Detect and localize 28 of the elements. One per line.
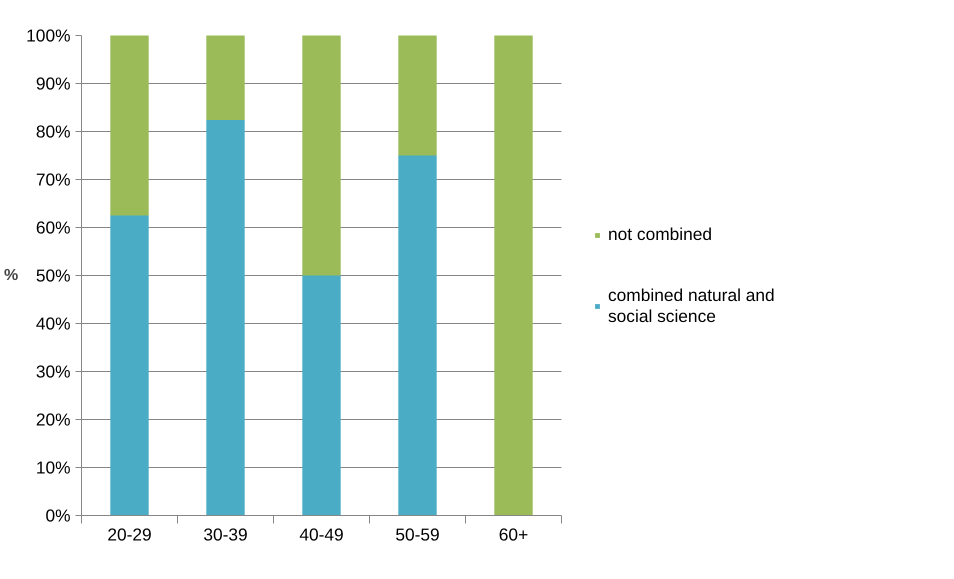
legend-label: not combined xyxy=(608,224,712,245)
bar xyxy=(302,36,341,276)
y-axis-title: % xyxy=(4,267,18,284)
y-tick-label: 30% xyxy=(36,362,71,382)
bar xyxy=(206,36,245,120)
y-tick-label: 0% xyxy=(45,506,70,526)
bar xyxy=(398,156,437,516)
y-tick-label: 100% xyxy=(26,26,71,46)
bar xyxy=(206,120,245,516)
bar xyxy=(494,36,533,516)
bar xyxy=(110,36,149,216)
y-tick-label: 40% xyxy=(36,314,71,334)
y-tick-label: 10% xyxy=(36,458,71,478)
y-tick-label: 80% xyxy=(36,122,71,142)
x-tick-label: 20-29 xyxy=(107,524,152,544)
y-tick-label: 70% xyxy=(36,170,71,190)
y-tick-label: 60% xyxy=(36,218,71,238)
legend-label: combined natural and social science xyxy=(608,285,775,327)
y-tick-label: 50% xyxy=(36,266,71,286)
x-tick-label: 40-49 xyxy=(299,524,344,544)
x-tick-label: 30-39 xyxy=(203,524,248,544)
y-tick-label: 90% xyxy=(36,74,71,94)
x-tick-label: 50-59 xyxy=(395,524,440,544)
bar xyxy=(110,216,149,516)
bar xyxy=(398,36,437,156)
bar xyxy=(302,276,341,516)
y-tick-label: 20% xyxy=(36,410,71,430)
x-tick-label: 60+ xyxy=(498,524,528,544)
